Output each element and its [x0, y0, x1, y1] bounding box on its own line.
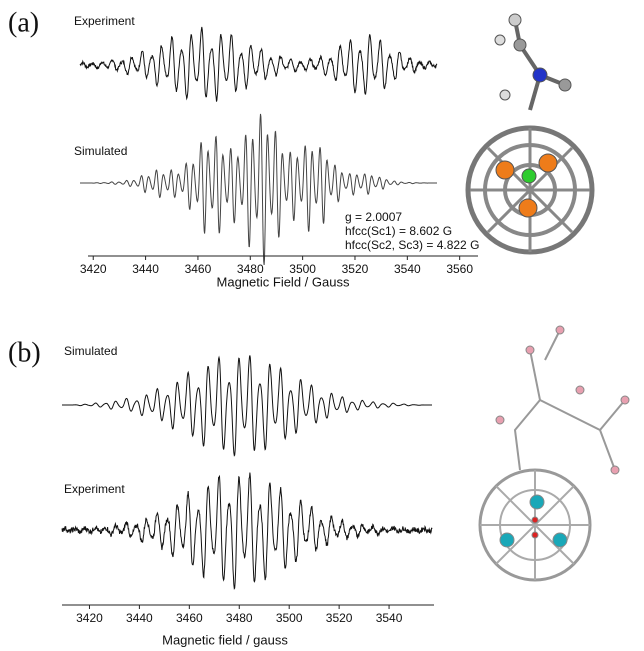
x-tick-label: 3440	[132, 262, 159, 276]
panel-label: (a)	[8, 7, 39, 38]
x-tick-label: 3540	[394, 262, 421, 276]
annotation: hfcc(Sc2, Sc3) = 4.822 G	[345, 238, 479, 252]
x-tick-label: 3480	[226, 611, 253, 625]
annotation: g = 2.0007	[345, 210, 402, 224]
molecule-a	[468, 14, 592, 252]
x-axis-label: Magnetic field / gauss	[162, 632, 288, 647]
molecule-b	[480, 326, 629, 580]
x-tick-label: 3460	[176, 611, 203, 625]
x-tick-label: 3520	[326, 611, 353, 625]
x-tick-label: 3420	[80, 262, 107, 276]
x-tick-label: 3420	[76, 611, 103, 625]
x-tick-label: 3540	[376, 611, 403, 625]
x-tick-label: 3500	[276, 611, 303, 625]
annotation: hfcc(Sc1) = 8.602 G	[345, 224, 452, 238]
spectrum-trace	[80, 27, 437, 102]
x-tick-label: 3560	[446, 262, 473, 276]
trace-label: Experiment	[74, 14, 135, 28]
x-tick-label: 3440	[126, 611, 153, 625]
x-axis-label: Magnetic Field / Gauss	[217, 274, 350, 289]
x-tick-label: 3460	[185, 262, 212, 276]
trace-label: Simulated	[64, 344, 117, 358]
spectrum-trace	[62, 355, 432, 455]
trace-label: Simulated	[74, 144, 127, 158]
trace-label: Experiment	[64, 482, 125, 496]
panel-label: (b)	[8, 337, 41, 368]
figure: (a) Experiment Simulated g = 2.0007hfcc(Sc1…	[0, 0, 644, 651]
